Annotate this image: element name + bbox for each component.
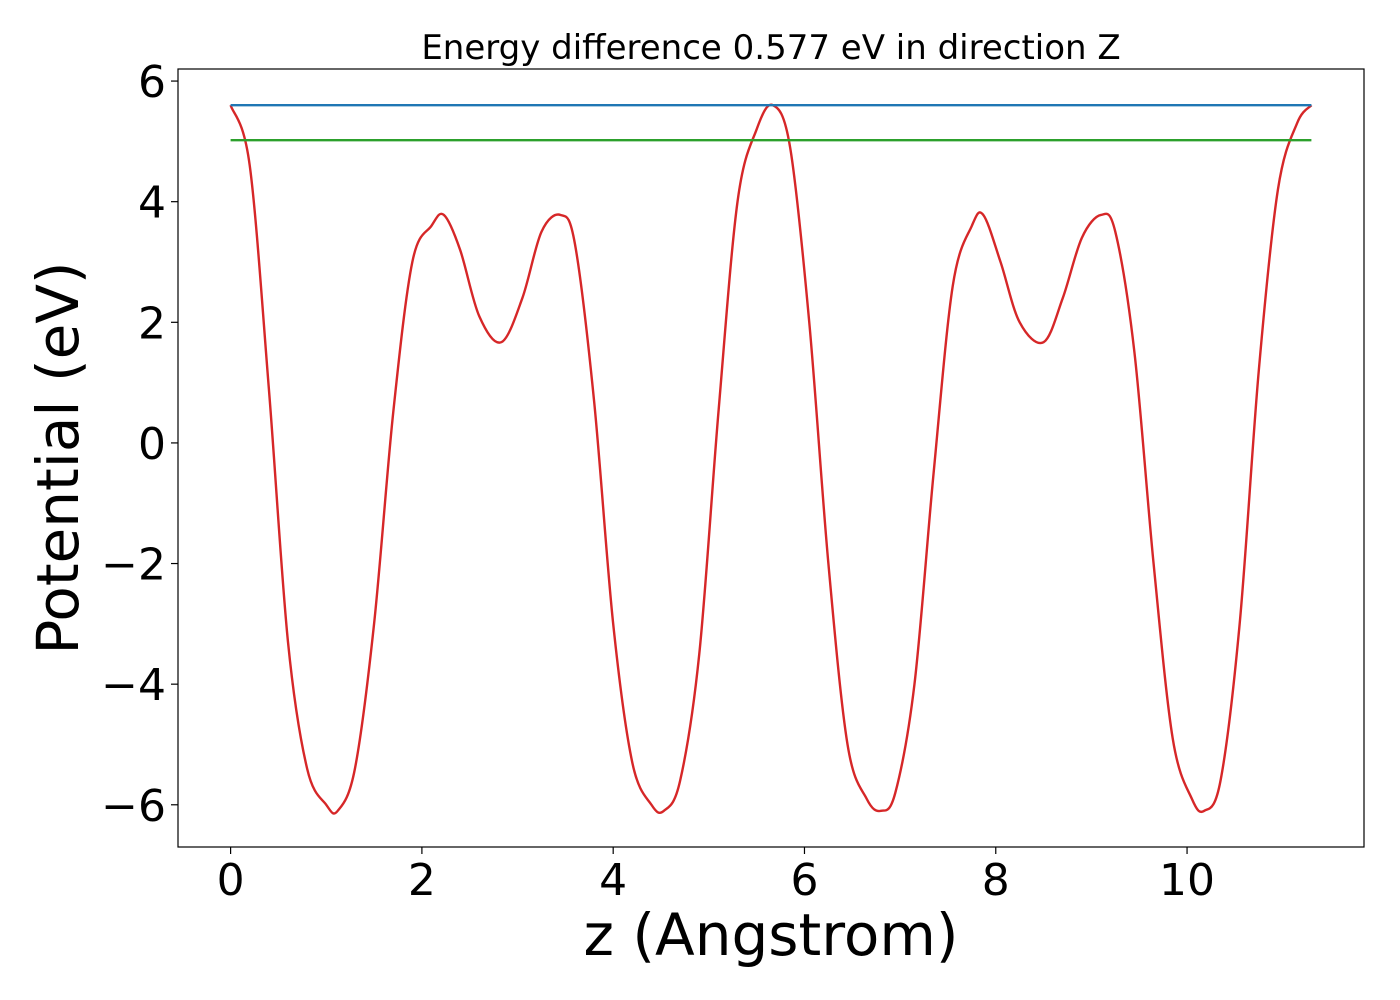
x-tick-label: 0: [217, 855, 245, 906]
y-tick-label: 2: [138, 298, 166, 349]
y-tick-label: −6: [101, 781, 166, 832]
x-tick-label: 6: [790, 855, 818, 906]
chart-title: Energy difference 0.577 eV in direction …: [421, 28, 1120, 68]
x-tick-label: 8: [982, 855, 1010, 906]
plot-area: [177, 68, 1365, 848]
y-axis-label: Potential (eV): [24, 261, 92, 654]
y-tick-label: 0: [138, 419, 166, 470]
x-tick-label: 2: [408, 855, 436, 906]
x-axis: 0 2 4 6 8 10: [217, 847, 1215, 906]
y-tick-label: 4: [138, 178, 166, 229]
x-tick-label: 10: [1159, 855, 1215, 906]
x-tick-label: 4: [599, 855, 627, 906]
y-tick-label: −2: [101, 540, 166, 591]
y-tick-label: −4: [101, 660, 166, 711]
y-axis: −6 −4 −2 0 2 4 6: [101, 57, 178, 832]
series-group: [229, 103, 1313, 815]
x-axis-label: z (Angstrom): [584, 901, 959, 969]
y-tick-label: 6: [138, 57, 166, 108]
